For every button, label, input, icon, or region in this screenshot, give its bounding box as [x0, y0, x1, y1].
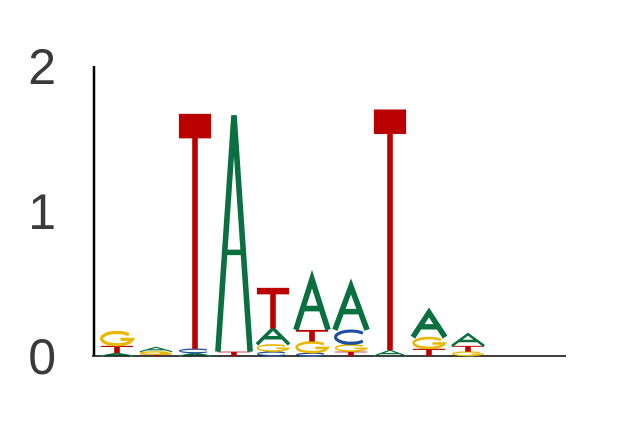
logo-letter-g	[100, 330, 136, 347]
logo-letter-t	[373, 109, 407, 351]
logo-letter-t	[100, 345, 134, 354]
logo-letter-c	[179, 348, 207, 354]
logo-letter-a	[451, 332, 485, 347]
logo-position-2	[139, 346, 173, 356]
logo-letter-t	[412, 348, 446, 356]
logo-position-7	[332, 278, 370, 356]
logo-letter-t	[178, 113, 212, 349]
logo-letter-a	[373, 349, 407, 357]
logo-position-10	[451, 332, 485, 357]
y-tick-label: 1	[28, 184, 56, 240]
logo-letter-g	[295, 341, 330, 354]
logo-letter-a	[255, 325, 291, 346]
logo-letter-g	[334, 344, 369, 352]
logo-letter-a	[293, 269, 331, 331]
logo-position-4	[215, 115, 253, 356]
logo-letter-t	[451, 345, 485, 352]
logo-position-3	[178, 113, 212, 357]
logo-letter-a	[215, 115, 253, 352]
logo-position-6	[293, 269, 331, 357]
logo-letter-c	[334, 329, 364, 345]
logo-letter-t	[334, 351, 368, 356]
logo-letter-g	[256, 344, 291, 352]
logo-letter-a	[332, 278, 370, 331]
logo-letter-g	[452, 351, 484, 357]
logo-letter-c	[295, 352, 324, 357]
logo-position-5	[255, 287, 291, 357]
logo-letter-g	[140, 351, 172, 355]
logo-letter-a	[139, 346, 173, 353]
y-tick-label: 0	[28, 329, 56, 385]
logo-letter-a	[410, 307, 448, 339]
logo-letter-t	[217, 351, 251, 356]
logo-position-9	[410, 307, 448, 356]
logo-letter-c	[257, 351, 285, 357]
y-tick-label: 2	[28, 39, 56, 95]
logo-letter-g	[412, 336, 447, 350]
logo-letter-t	[256, 287, 290, 329]
logo-letter-t	[295, 329, 329, 342]
y-axis-ticks: 0 1 2	[28, 39, 56, 385]
logo-position-1	[100, 330, 136, 357]
logo-position-8	[373, 109, 407, 357]
logo-stacks	[100, 109, 485, 357]
